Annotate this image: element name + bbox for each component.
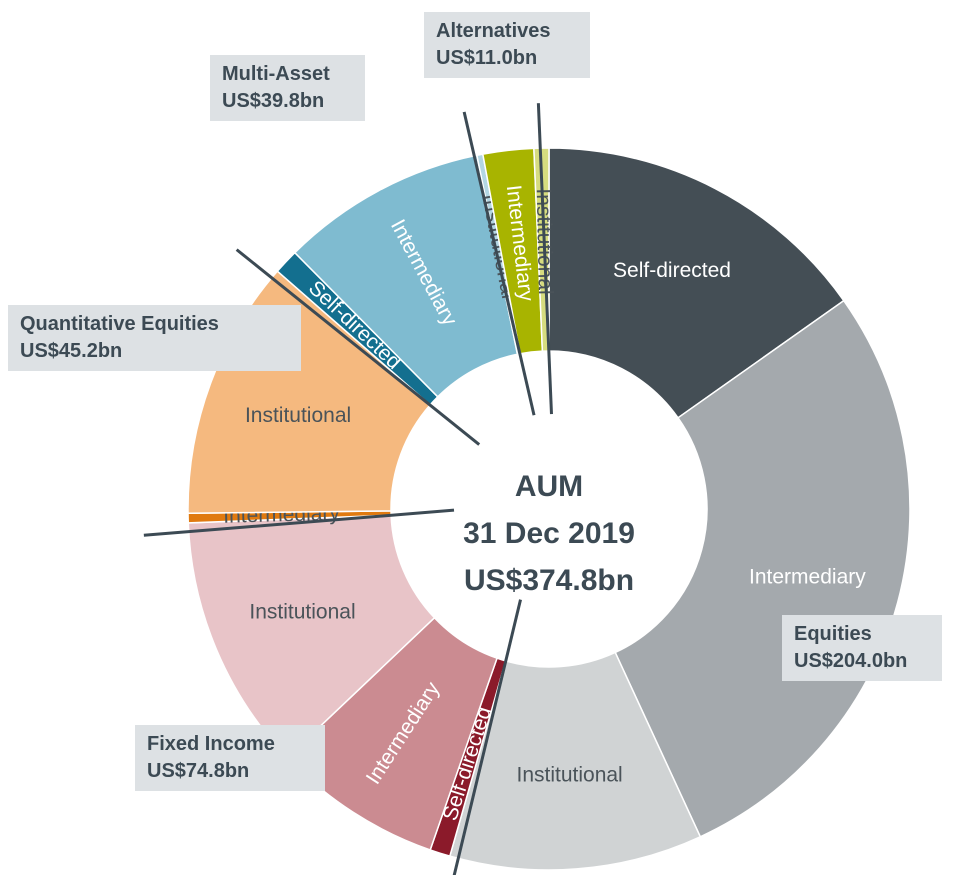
group-name: Quantitative Equities [20,313,219,335]
group-callout: Fixed Income US$74.8bn [135,725,325,791]
group-divider [235,248,481,446]
group-total: US$204.0bn [794,650,908,672]
donut-segment [293,154,519,398]
group-name: Equities [794,623,872,645]
group-callout: Equities US$204.0bn [782,615,942,681]
segment-label: Institutional [249,600,355,623]
group-callout: Quantitative Equities US$45.2bn [8,305,301,371]
segment-label: Institutional [516,763,622,786]
segment-label: Intermediary [749,566,866,589]
donut-segment [548,147,845,419]
center-label: US$374.8bn [464,564,634,597]
group-divider [462,111,536,416]
group-divider [536,103,553,415]
center-label: AUM [515,470,583,503]
group-divider [143,508,455,537]
segment-label: Self-directed [613,259,731,282]
group-callout: Alternatives US$11.0bn [424,12,590,78]
donut-segment [187,514,436,759]
group-callout: Multi-Asset US$39.8bn [210,55,365,121]
group-total: US$39.8bn [222,90,325,112]
group-name: Multi-Asset [222,63,330,85]
group-divider [452,599,522,875]
donut-segment [448,651,702,871]
segment-label: Institutional [245,404,351,427]
group-name: Fixed Income [147,733,275,755]
group-total: US$45.2bn [20,340,123,362]
group-total: US$11.0bn [436,47,538,69]
group-name: Alternatives [436,20,551,42]
center-label: 31 Dec 2019 [463,517,635,550]
group-total: US$74.8bn [147,760,250,782]
donut-segment [614,299,911,838]
